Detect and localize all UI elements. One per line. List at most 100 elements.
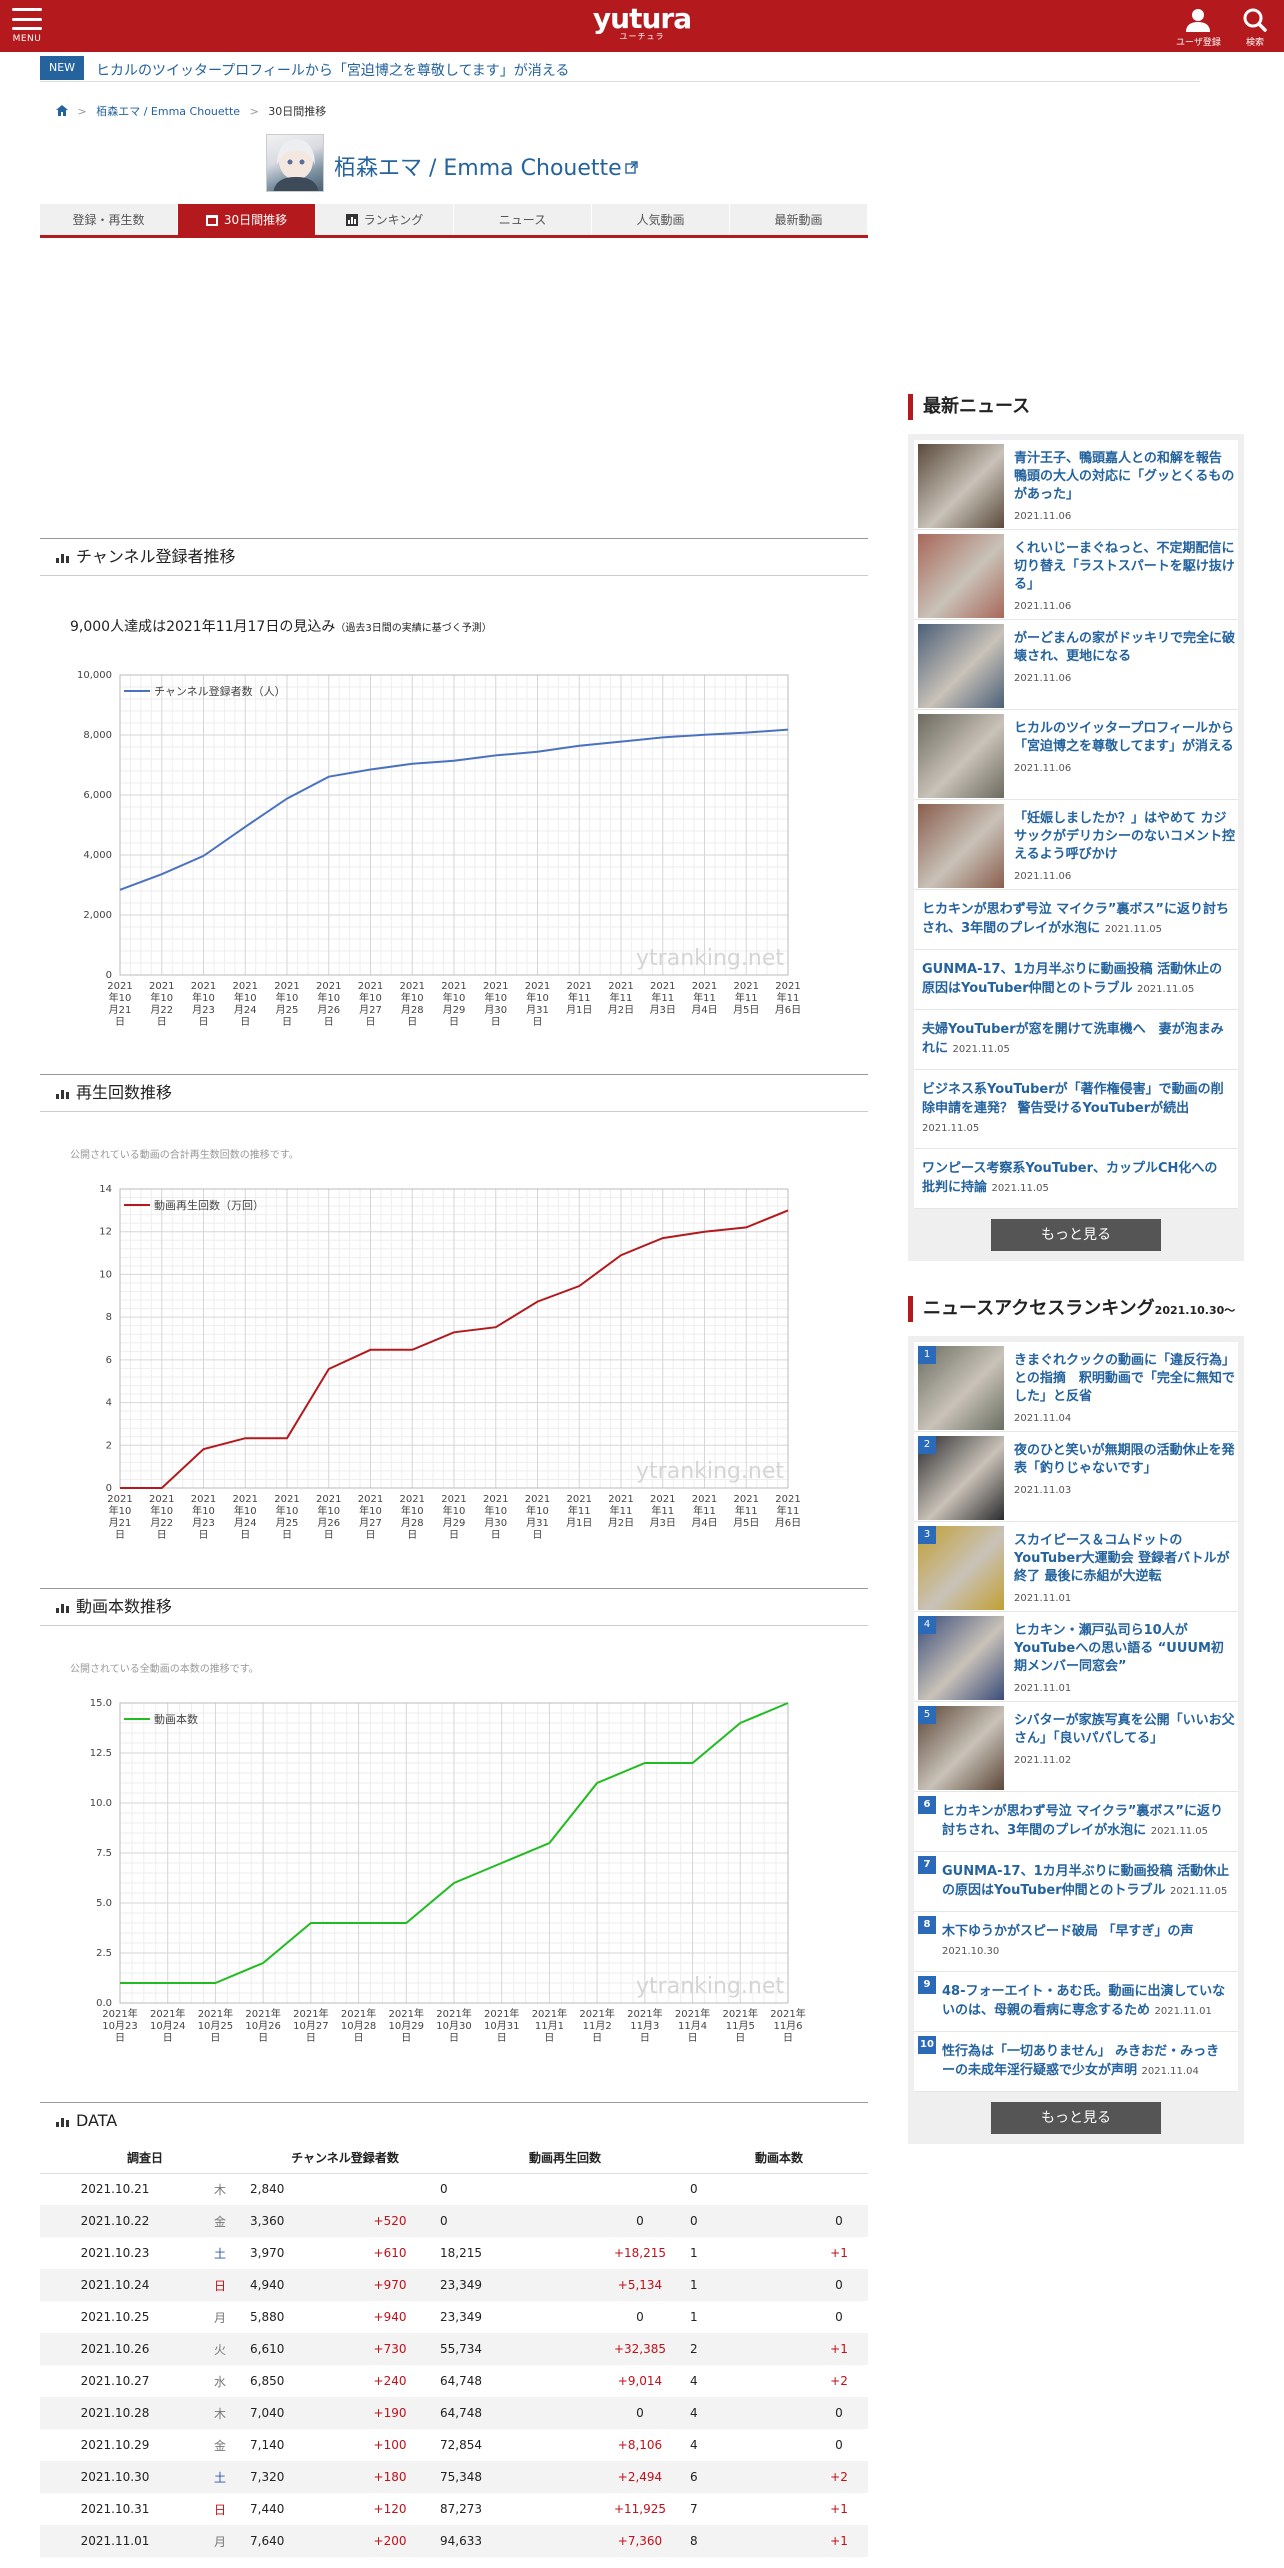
site-logo[interactable]: yutura ユーチュラ (592, 2, 692, 42)
news-item[interactable]: GUNMA-17、1カ月半ぶりに動画投稿 活動休止の原因はYouTuber仲間と… (914, 950, 1238, 1010)
subscribers-diff-cell: +940 (373, 2310, 407, 2324)
news-item[interactable]: 5 シバターが家族写真を公開「いいお父さん」「良いパパしてる」 2021.11.02 (914, 1702, 1238, 1792)
news-title[interactable]: くれいじーまぐねっと、不定期配信に切り替え「ラストスパートを駆け抜ける」 (1014, 541, 1235, 592)
news-item[interactable]: ヒカルのツイッタープロフィールから「宮迫博之を尊敬してます」が消える 2021.1… (914, 710, 1238, 800)
news-item[interactable]: 4 ヒカキン・瀬戸弘司ら10人がYouTubeへの思い語る “UUUM初期メンバー… (914, 1612, 1238, 1702)
tab-news[interactable]: ニュース (454, 204, 592, 235)
news-date: 2021.11.05 (952, 1044, 1010, 1055)
y-tick-label: 12 (99, 1227, 112, 1238)
news-thumbnail[interactable] (918, 444, 1004, 528)
news-ticker: NEW ヒカルのツイッタープロフィールから「宮迫博之を尊敬してます」が消える (40, 56, 1200, 82)
news-title[interactable]: 48-フォーエイト・あむ氏。動画に出演していないのは、母親の看病に専念するため (942, 1984, 1226, 2018)
news-item[interactable]: ビジネス系YouTuberが「著作権侵害」で動画の削除申請を連発？ 警告受けるY… (914, 1070, 1238, 1149)
news-title[interactable]: ヒカキンが思わず号泣 マイクラ”裏ボス”に返り討ちされ、3年間のプレイが水泡に (922, 902, 1229, 936)
news-item[interactable]: 「妊娠しましたか？」はやめて カジサックがデリカシーのないコメント控えるよう呼び… (914, 800, 1238, 890)
date-cell: 2021.10.23 (80, 2246, 150, 2260)
news-thumbnail[interactable] (918, 804, 1004, 888)
subscribers-diff-cell: +200 (340, 2525, 440, 2557)
search-button[interactable]: 検索 (1242, 8, 1268, 48)
videos-cell: 2 (690, 2333, 810, 2365)
news-title[interactable]: ビジネス系YouTuberが「著作権侵害」で動画の削除申請を連発？ 警告受けるY… (922, 1082, 1224, 1116)
tab-30days[interactable]: 30日間推移 (178, 204, 316, 235)
x-tick-label: 2021 年10 月21 日 (107, 981, 132, 1028)
news-item[interactable]: 3 スカイピース＆コムドットのYouTuber大運動会 登録者バトルが終了 最後に… (914, 1522, 1238, 1612)
tab-registrations[interactable]: 登録・再生数 (40, 204, 178, 235)
home-icon[interactable] (56, 105, 68, 118)
news-title[interactable]: 木下ゆうかがスピード破局 「早すぎ」の声 (942, 1924, 1194, 1939)
weekday-cell: 土 (213, 2246, 226, 2261)
videos-chart: 0.0 2.5 5.0 7.5 10.0 12.5 15.0 2021年 10月23 日 2021年… (90, 1698, 806, 2044)
subscribers-cell: 5,880 (250, 2310, 285, 2324)
tab-popular-videos[interactable]: 人気動画 (592, 204, 730, 235)
news-item[interactable]: 2 夜のひと笑いが無期限の活動休止を発表「釣りじゃないです」 2021.11.03 (914, 1432, 1238, 1522)
news-item[interactable]: 6 ヒカキンが思わず号泣 マイクラ”裏ボス”に返り討ちされ、3年間のプレイが水泡に… (914, 1792, 1238, 1852)
news-date: 2021.11.04 (1014, 1413, 1072, 1424)
channel-name-link[interactable]: 栢森エマ / Emma Chouette (334, 150, 638, 182)
news-title[interactable]: がーどまんの家がドッキリで完全に破壊され、更地になる (1014, 631, 1236, 664)
news-item[interactable]: 青汁王子、鴨頭嘉人との和解を報告 鴨頭の大人の対応に「グッとくるものがあった」 2… (914, 440, 1238, 530)
news-thumbnail[interactable] (918, 714, 1004, 798)
rank-badge: 9 (918, 1976, 936, 1994)
breadcrumb-channel[interactable]: 栢森エマ / Emma Chouette (96, 105, 241, 118)
tab-ranking[interactable]: ランキング (316, 204, 454, 235)
news-title[interactable]: GUNMA-17、1カ月半ぶりに動画投稿 活動休止の原因はYouTuber仲間と… (942, 1864, 1230, 1898)
more-button[interactable]: もっと見る (991, 1219, 1161, 1251)
news-item[interactable]: 夫婦YouTuberが窓を開けて洗車機へ 妻が泡まみれに 2021.11.05 (914, 1010, 1238, 1070)
news-item[interactable]: がーどまんの家がドッキリで完全に破壊され、更地になる 2021.11.06 (914, 620, 1238, 710)
news-title[interactable]: 性行為は「一切ありません」 みきおだ・みっきーの未成年淫行疑惑で少女が声明 (942, 2044, 1220, 2078)
news-item[interactable]: 10 性行為は「一切ありません」 みきおだ・みっきーの未成年淫行疑惑で少女が声明 … (914, 2032, 1238, 2092)
menu-button[interactable]: MENU (8, 6, 46, 48)
news-item[interactable]: ワンピース考察系YouTuber、カップルCH化への批判に持論 2021.11.… (914, 1149, 1238, 1209)
videos-diff-cell: +1 (810, 2333, 868, 2365)
news-item[interactable]: くれいじーまぐねっと、不定期配信に切り替え「ラストスパートを駆け抜ける」 2021… (914, 530, 1238, 620)
views-diff-cell: 0 (636, 2310, 644, 2324)
news-title[interactable]: 「妊娠しましたか？」はやめて カジサックがデリカシーのないコメント控えるよう呼び… (1014, 811, 1236, 862)
news-item[interactable]: ヒカキンが思わず号泣 マイクラ”裏ボス”に返り討ちされ、3年間のプレイが水泡に … (914, 890, 1238, 950)
table-header-row: 調査日 チャンネル登録者数 動画再生回数 動画本数 (40, 2143, 868, 2174)
news-title[interactable]: ヒカキンが思わず号泣 マイクラ”裏ボス”に返り討ちされ、3年間のプレイが水泡に (942, 1804, 1223, 1838)
news-item[interactable]: 7 GUNMA-17、1カ月半ぶりに動画投稿 活動休止の原因はYouTuber仲間… (914, 1852, 1238, 1912)
news-title[interactable]: GUNMA-17、1カ月半ぶりに動画投稿 活動休止の原因はYouTuber仲間と… (922, 962, 1223, 996)
avatar (266, 134, 324, 192)
news-item[interactable]: 1 きまぐれクックの動画に「違反行為」との指摘 釈明動画で「完全に無知でした」と反… (914, 1342, 1238, 1432)
subscribers-diff-cell: +970 (340, 2269, 440, 2301)
more-button[interactable]: もっと見る (991, 2102, 1161, 2134)
news-title[interactable]: 青汁王子、鴨頭嘉人との和解を報告 鴨頭の大人の対応に「グッとくるものがあった」 (1014, 451, 1235, 502)
news-title[interactable]: ワンピース考察系YouTuber、カップルCH化への批判に持論 (922, 1161, 1218, 1195)
news-title[interactable]: 夫婦YouTuberが窓を開けて洗車機へ 妻が泡まみれに (922, 1022, 1224, 1056)
news-thumbnail[interactable] (918, 534, 1004, 618)
news-thumbnail[interactable] (918, 624, 1004, 708)
views-cell: 64,748 (440, 2397, 590, 2429)
weekday-cell: 水 (213, 2374, 226, 2389)
tab-latest-videos[interactable]: 最新動画 (730, 204, 868, 235)
news-title[interactable]: 夜のひと笑いが無期限の活動休止を発表「釣りじゃないです」 (1014, 1443, 1235, 1476)
news-item[interactable]: 9 48-フォーエイト・あむ氏。動画に出演していないのは、母親の看病に専念するため… (914, 1972, 1238, 2032)
news-title[interactable]: ヒカルのツイッタープロフィールから「宮迫博之を尊敬してます」が消える (1014, 721, 1234, 754)
news-title[interactable]: スカイピース＆コムドットのYouTuber大運動会 登録者バトルが終了 最後に赤… (1014, 1533, 1230, 1584)
news-item[interactable]: 8 木下ゆうかがスピード破局 「早すぎ」の声 2021.10.30 (914, 1912, 1238, 1972)
subscribers-diff-cell: +610 (373, 2246, 407, 2260)
news-title[interactable]: ヒカキン・瀬戸弘司ら10人がYouTubeへの思い語る “UUUM初期メンバー同… (1014, 1623, 1224, 1674)
news-ticker-link[interactable]: ヒカルのツイッタープロフィールから「宮迫博之を尊敬してます」が消える (96, 63, 570, 79)
videos-diff-cell (810, 2173, 868, 2205)
views-diff-cell: 0 (590, 2397, 690, 2429)
news-title[interactable]: シバターが家族写真を公開「いいお父さん」「良いパパしてる」 (1014, 1713, 1235, 1746)
subscribers-diff-cell: +100 (373, 2438, 407, 2452)
news-date: 2021.11.01 (1154, 2006, 1212, 2017)
forecast-note: （過去3日間の実績に基づく予測） (335, 623, 492, 634)
hamburger-icon (12, 8, 42, 30)
subscribers-cell: 2,840 (250, 2182, 285, 2197)
user-register-button[interactable]: ユーザ登録 (1176, 8, 1221, 48)
news-title[interactable]: きまぐれクックの動画に「違反行為」との指摘 釈明動画で「完全に無知でした」と反省 (1014, 1353, 1236, 1404)
y-tick-label: 10.0 (90, 1798, 112, 1809)
table-row: 2021.10.23 土 3,970 +610 18,215 +18,215 1 +1 (40, 2237, 868, 2269)
bar-chart-icon (56, 1090, 69, 1099)
